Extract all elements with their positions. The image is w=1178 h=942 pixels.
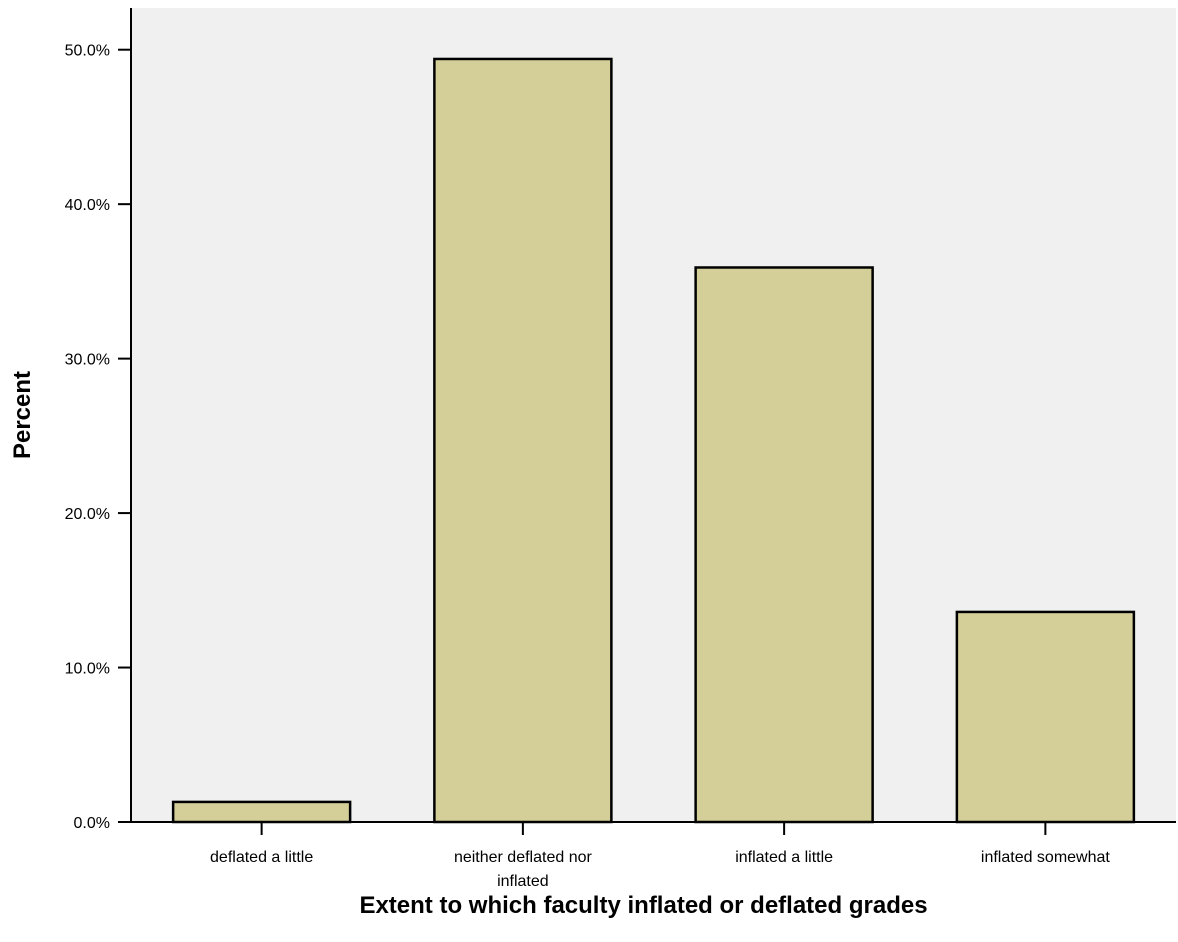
- y-tick-label: 0.0%: [74, 815, 110, 832]
- bar-4: [955, 610, 1136, 824]
- x-tick-label: neither deflated nor: [454, 849, 593, 866]
- axes-layer: [130, 8, 1176, 823]
- x-tick-label: deflated a little: [210, 849, 313, 866]
- x-tick-label: inflated: [497, 873, 549, 890]
- x-ticks: deflated a little neither deflated nor inf…: [210, 822, 1110, 890]
- y-tick-label: 40.0%: [65, 197, 110, 214]
- y-axis-title: Percent: [9, 371, 36, 459]
- y-tick-label: 50.0%: [65, 43, 110, 60]
- x-axis-title: Extent to which faculty inflated or defl…: [359, 892, 927, 919]
- x-tick-label: inflated a little: [735, 849, 833, 866]
- y-tick-label: 10.0%: [65, 661, 110, 678]
- bars-layer: [171, 57, 1136, 824]
- x-tick-label: inflated somewhat: [981, 849, 1111, 866]
- bar-1: [171, 800, 352, 824]
- y-tick-label: 20.0%: [65, 506, 110, 523]
- bar-3: [694, 266, 874, 824]
- bar-2: [433, 57, 613, 824]
- y-ticks: 0.0% 10.0% 20.0% 30.0% 40.0% 50.0%: [65, 43, 131, 832]
- y-tick-label: 30.0%: [65, 352, 110, 369]
